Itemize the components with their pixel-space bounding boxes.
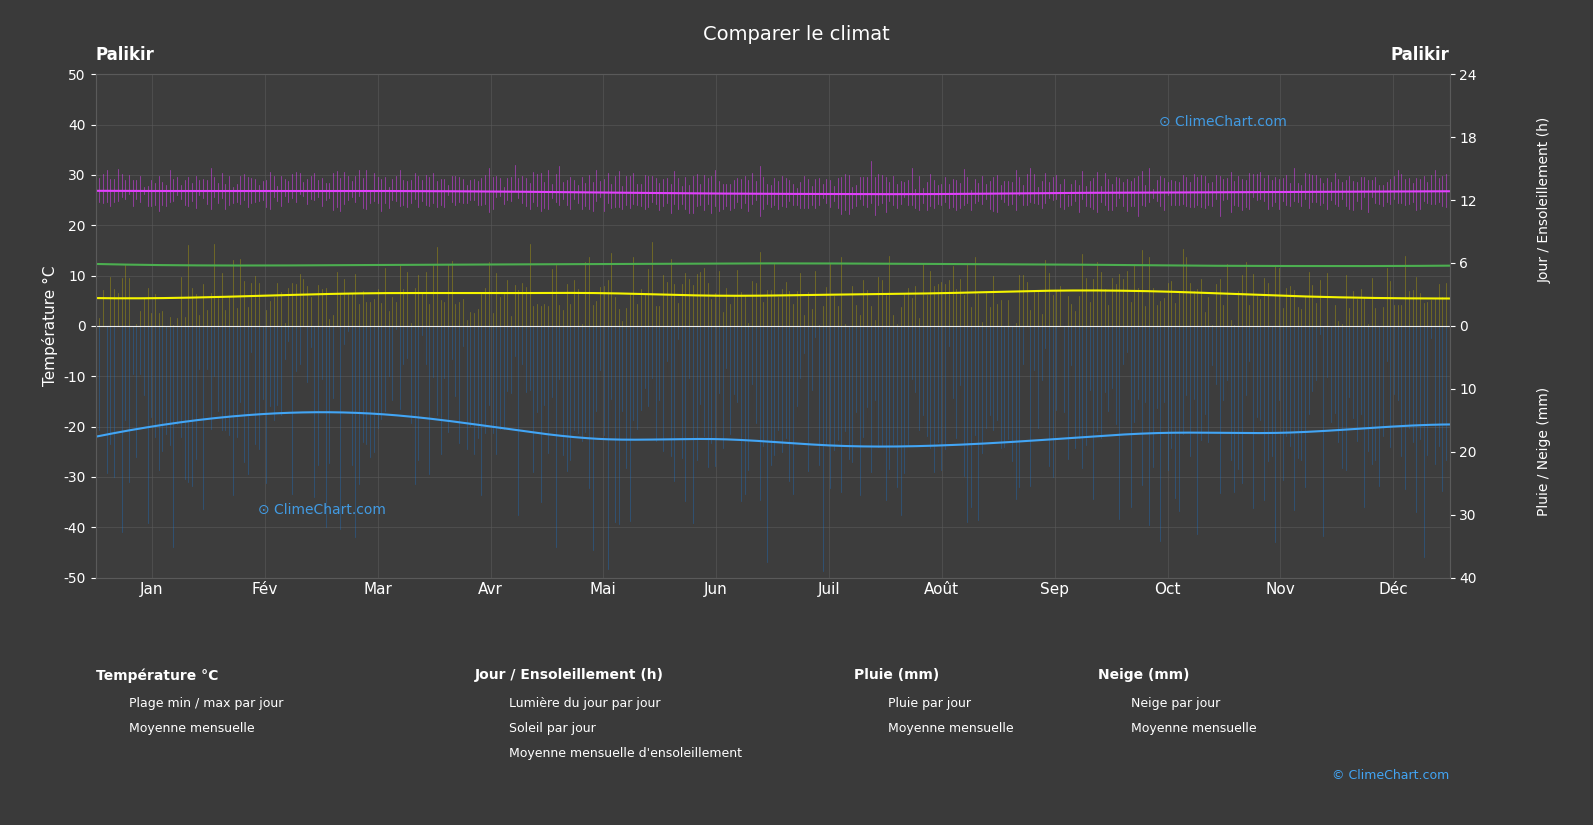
Text: Soleil par jour: Soleil par jour (508, 722, 596, 735)
Text: Plage min / max par jour: Plage min / max par jour (129, 697, 284, 710)
Text: Pluie (mm): Pluie (mm) (854, 668, 940, 682)
Text: © ClimeChart.com: © ClimeChart.com (1332, 769, 1450, 782)
Text: Pluie / Neige (mm): Pluie / Neige (mm) (1537, 387, 1552, 516)
Text: Moyenne mensuelle d'ensoleillement: Moyenne mensuelle d'ensoleillement (508, 747, 742, 760)
Text: Neige par jour: Neige par jour (1131, 697, 1220, 710)
Text: ⊙ ClimeChart.com: ⊙ ClimeChart.com (258, 503, 386, 517)
Text: Lumière du jour par jour: Lumière du jour par jour (508, 697, 660, 710)
Text: ⊙ ClimeChart.com: ⊙ ClimeChart.com (1160, 115, 1287, 129)
Text: Pluie par jour: Pluie par jour (887, 697, 970, 710)
Text: Moyenne mensuelle: Moyenne mensuelle (1131, 722, 1257, 735)
Text: Palikir: Palikir (1391, 46, 1450, 64)
Text: Moyenne mensuelle: Moyenne mensuelle (887, 722, 1013, 735)
Text: Jour / Ensoleillement (h): Jour / Ensoleillement (h) (1537, 117, 1552, 283)
Y-axis label: Température °C: Température °C (41, 266, 57, 386)
Text: Jour / Ensoleillement (h): Jour / Ensoleillement (h) (475, 668, 664, 682)
Text: Température °C: Température °C (96, 668, 218, 682)
Text: Comparer le climat: Comparer le climat (703, 25, 890, 44)
Text: Neige (mm): Neige (mm) (1098, 668, 1188, 682)
Text: Moyenne mensuelle: Moyenne mensuelle (129, 722, 255, 735)
Text: Palikir: Palikir (96, 46, 155, 64)
